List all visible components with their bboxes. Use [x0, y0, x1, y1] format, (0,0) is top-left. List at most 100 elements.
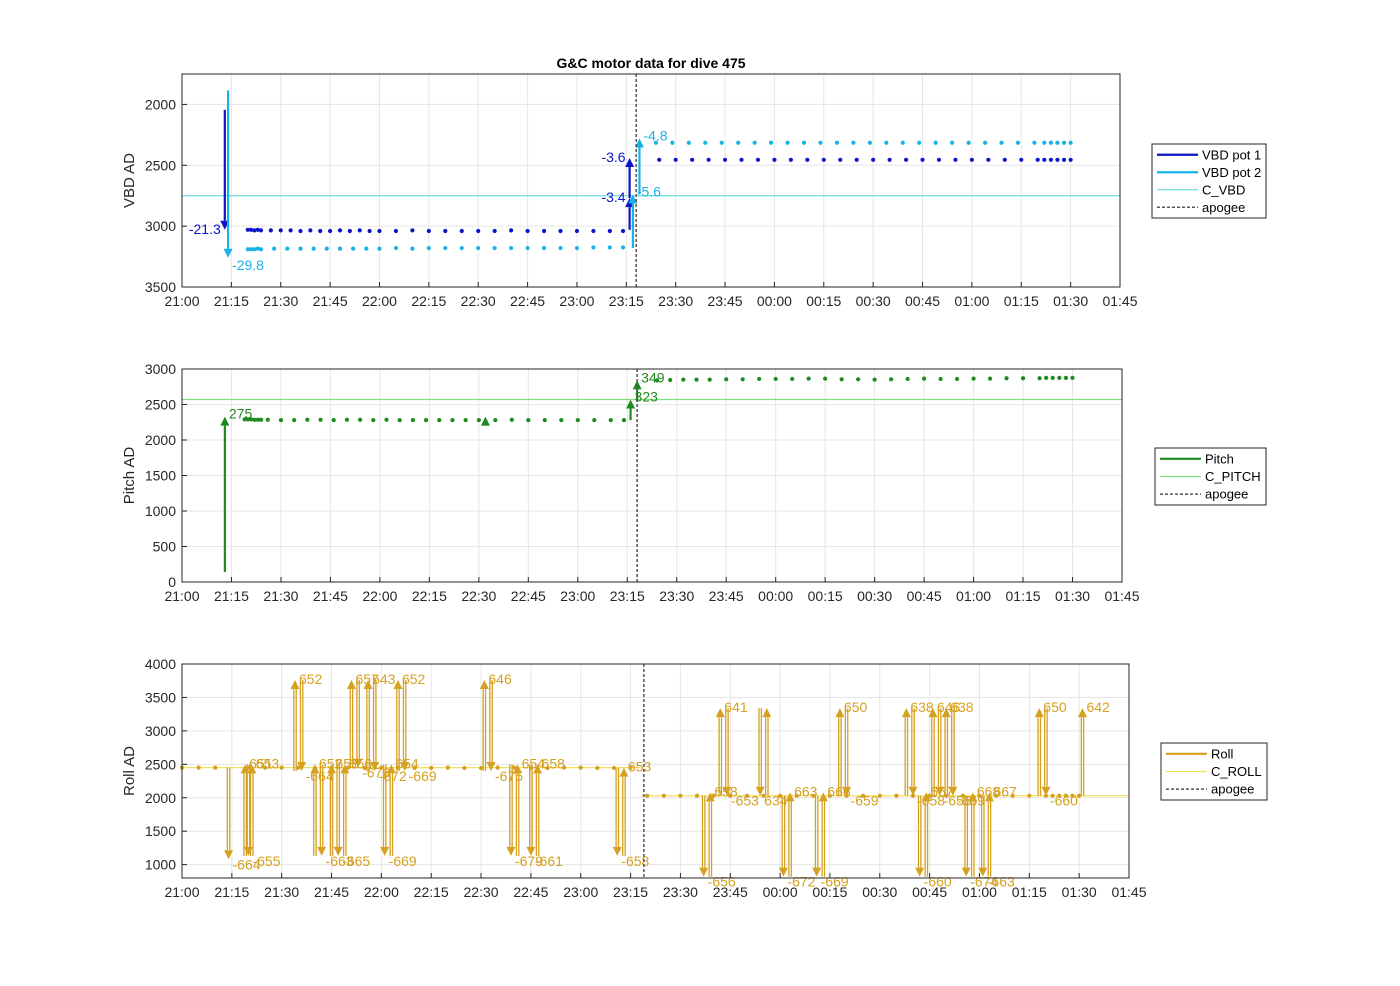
vbd-data-point	[525, 228, 530, 234]
roll-x-tick-label: 21:15	[214, 884, 249, 900]
pitch-data-point	[621, 418, 627, 423]
vbd-data-point	[871, 157, 876, 162]
vbd-data-point	[258, 247, 264, 252]
pitch-move-arrowhead	[220, 416, 230, 426]
vbd-data-point	[249, 227, 254, 232]
vbd-data-point	[492, 228, 497, 234]
roll-data-point	[910, 793, 916, 798]
roll-data-point	[1057, 793, 1062, 798]
vbd-data-point	[574, 245, 580, 251]
vbd-data-point	[607, 228, 612, 234]
pitch-data-point	[1020, 376, 1026, 381]
roll-x-tick-label: 01:00	[962, 884, 997, 900]
roll-data-point	[379, 765, 384, 770]
roll-move-arrowhead	[968, 792, 978, 802]
pitch-data-point	[265, 417, 270, 422]
roll-x-tick-label: 23:00	[563, 884, 598, 900]
pitch-data-point	[463, 418, 468, 423]
vbd-data-point	[1048, 157, 1053, 162]
roll-move-label: -653	[731, 793, 759, 809]
pitch-y-tick-label: 2500	[145, 397, 176, 413]
roll-y-tick-label: 3000	[145, 723, 176, 739]
roll-move-label: 653	[256, 755, 280, 771]
pitch-data-point	[476, 418, 481, 423]
vbd-move-label: -5.6	[637, 183, 661, 199]
vbd-data-point	[1035, 157, 1040, 162]
vbd-data-point	[377, 228, 382, 234]
pitch-data-point	[242, 417, 247, 422]
roll-data-point	[346, 765, 351, 770]
vbd-x-tick-label: 21:00	[164, 293, 199, 309]
vbd-data-point	[933, 140, 938, 145]
roll-x-tick-label: 21:30	[264, 884, 299, 900]
pitch-y-tick-label: 3000	[145, 361, 176, 377]
roll-move-arrowhead	[699, 867, 709, 877]
roll-data-point	[279, 765, 284, 770]
roll-move-arrowhead	[921, 792, 931, 802]
roll-move-arrowhead	[612, 846, 622, 856]
roll-data-point	[429, 765, 434, 771]
vbd-x-tick-label: 21:30	[263, 293, 298, 309]
vbd-data-point	[821, 157, 826, 162]
vbd-data-point	[936, 157, 942, 162]
roll-move-arrowhead	[755, 786, 765, 796]
vbd-data-point	[1048, 140, 1053, 145]
roll-move-label: -665	[342, 853, 370, 869]
vbd-data-point	[509, 228, 514, 233]
roll-move-label: 667	[993, 783, 1017, 799]
vbd-legend-label: VBD pot 2	[1202, 165, 1261, 180]
pitch-data-point	[305, 417, 310, 422]
vbd-data-point	[255, 227, 260, 232]
vbd-data-point	[620, 245, 626, 250]
pitch-data-point	[889, 377, 894, 382]
pitch-data-point	[987, 376, 993, 381]
pitch-x-tick-label: 23:45	[709, 588, 744, 604]
roll-x-tick-label: 00:15	[812, 884, 847, 900]
roll-move-label: 642	[1086, 699, 1110, 715]
vbd-data-point	[410, 246, 415, 251]
roll-y-axis-label: Roll AD	[121, 746, 138, 796]
vbd-data-point	[950, 140, 955, 145]
vbd-data-point	[999, 140, 1004, 145]
pitch-data-point	[1037, 376, 1042, 381]
roll-move-arrowhead	[370, 762, 380, 771]
roll-move-arrowhead	[486, 762, 496, 771]
roll-move-arrowhead	[346, 680, 356, 690]
roll-data-point	[578, 765, 583, 770]
vbd-data-point	[558, 228, 563, 234]
roll-move-label: 651	[249, 755, 273, 771]
vbd-data-point	[278, 228, 283, 233]
roll-data-point	[1077, 793, 1082, 798]
pitch-x-tick-label: 01:15	[1006, 588, 1041, 604]
vbd-data-point	[887, 157, 892, 162]
roll-data-point	[611, 765, 617, 771]
roll-x-tick-label: 01:45	[1111, 884, 1146, 900]
vbd-y-tick-label: 2000	[145, 96, 176, 112]
roll-move-arrowhead	[842, 786, 852, 796]
vbd-data-point	[1068, 157, 1073, 162]
roll-move-arrowhead	[818, 792, 828, 802]
vbd-data-point	[249, 247, 254, 252]
roll-x-tick-label: 22:15	[414, 884, 449, 900]
roll-move-arrowhead	[915, 867, 925, 877]
pitch-legend-label: apogee	[1205, 487, 1248, 502]
roll-move-label: 643	[372, 671, 396, 687]
roll-data-point	[977, 793, 982, 798]
vbd-data-point	[525, 245, 530, 251]
pitch-data-point	[252, 417, 257, 422]
roll-move-label: 652	[402, 671, 426, 687]
roll-move-arrowhead	[961, 867, 971, 877]
roll-data-point	[993, 793, 999, 798]
pitch-data-point	[292, 418, 297, 423]
vbd-data-point	[393, 245, 399, 251]
vbd-data-point	[245, 227, 250, 232]
pitch-data-point	[790, 376, 795, 382]
roll-data-point	[628, 765, 633, 770]
pitch-data-point	[922, 376, 927, 381]
pitch-x-tick-label: 01:00	[956, 588, 991, 604]
vbd-data-point	[838, 157, 843, 162]
roll-data-point	[462, 765, 467, 771]
pitch-data-point	[1063, 375, 1069, 380]
vbd-data-point	[459, 245, 464, 251]
vbd-data-point	[818, 140, 823, 145]
